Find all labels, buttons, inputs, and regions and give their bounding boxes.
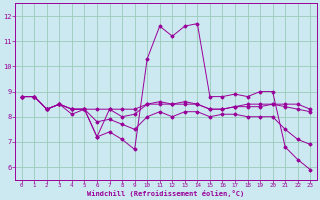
X-axis label: Windchill (Refroidissement éolien,°C): Windchill (Refroidissement éolien,°C) <box>87 190 244 197</box>
